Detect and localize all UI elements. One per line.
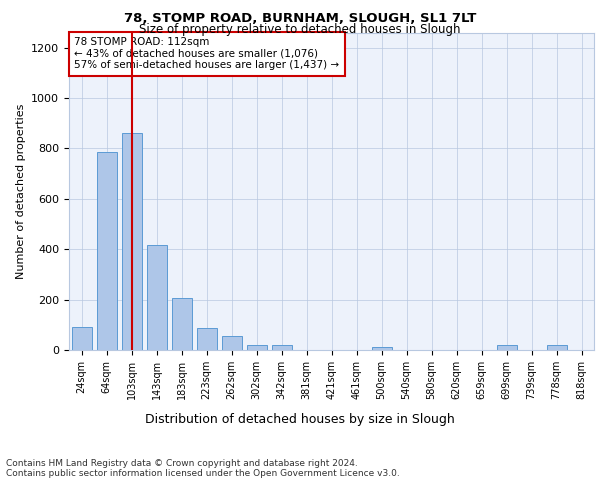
Y-axis label: Number of detached properties: Number of detached properties xyxy=(16,104,26,279)
Bar xyxy=(547,346,566,350)
Text: 78, STOMP ROAD, BURNHAM, SLOUGH, SL1 7LT: 78, STOMP ROAD, BURNHAM, SLOUGH, SL1 7LT xyxy=(124,12,476,26)
Bar xyxy=(221,336,241,350)
Bar xyxy=(197,328,217,350)
Text: Size of property relative to detached houses in Slough: Size of property relative to detached ho… xyxy=(139,22,461,36)
Bar xyxy=(121,134,142,350)
Text: Contains HM Land Registry data © Crown copyright and database right 2024.: Contains HM Land Registry data © Crown c… xyxy=(6,458,358,468)
Bar xyxy=(71,328,91,350)
Bar xyxy=(497,346,517,350)
Bar xyxy=(146,244,167,350)
Bar xyxy=(97,152,116,350)
Bar xyxy=(371,348,392,350)
Bar xyxy=(271,346,292,350)
Text: Contains public sector information licensed under the Open Government Licence v3: Contains public sector information licen… xyxy=(6,468,400,477)
Bar xyxy=(172,298,191,350)
Text: Distribution of detached houses by size in Slough: Distribution of detached houses by size … xyxy=(145,412,455,426)
Text: 78 STOMP ROAD: 112sqm
← 43% of detached houses are smaller (1,076)
57% of semi-d: 78 STOMP ROAD: 112sqm ← 43% of detached … xyxy=(74,38,340,70)
Bar xyxy=(247,346,266,350)
